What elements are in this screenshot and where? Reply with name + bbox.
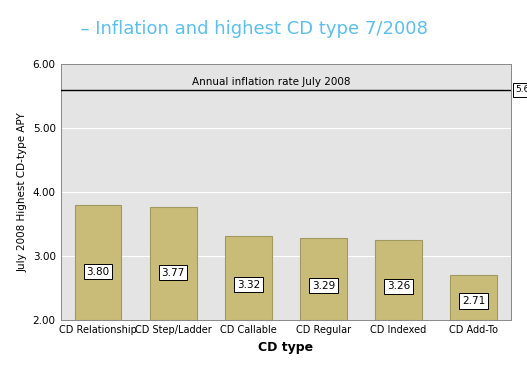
Bar <box>451 275 497 320</box>
Y-axis label: July 2008 Highest CD-type APY: July 2008 Highest CD-type APY <box>17 112 27 272</box>
Text: 3.26: 3.26 <box>387 281 410 291</box>
Bar <box>375 240 422 320</box>
Text: – Inflation and highest CD type 7/2008: – Inflation and highest CD type 7/2008 <box>69 20 427 38</box>
Bar <box>225 236 271 320</box>
Text: Figure: Figure <box>9 20 74 38</box>
Text: 3.77: 3.77 <box>162 268 185 277</box>
Bar <box>300 238 347 320</box>
Text: 5.6: 5.6 <box>515 85 527 95</box>
Text: Annual inflation rate July 2008: Annual inflation rate July 2008 <box>192 77 350 87</box>
X-axis label: CD type: CD type <box>258 340 314 354</box>
Text: 3.32: 3.32 <box>237 280 260 290</box>
Bar <box>75 205 121 320</box>
Text: 3.29: 3.29 <box>312 280 335 290</box>
Bar <box>150 207 197 320</box>
Text: 3.80: 3.80 <box>86 267 110 277</box>
Text: 2.71: 2.71 <box>462 296 485 306</box>
